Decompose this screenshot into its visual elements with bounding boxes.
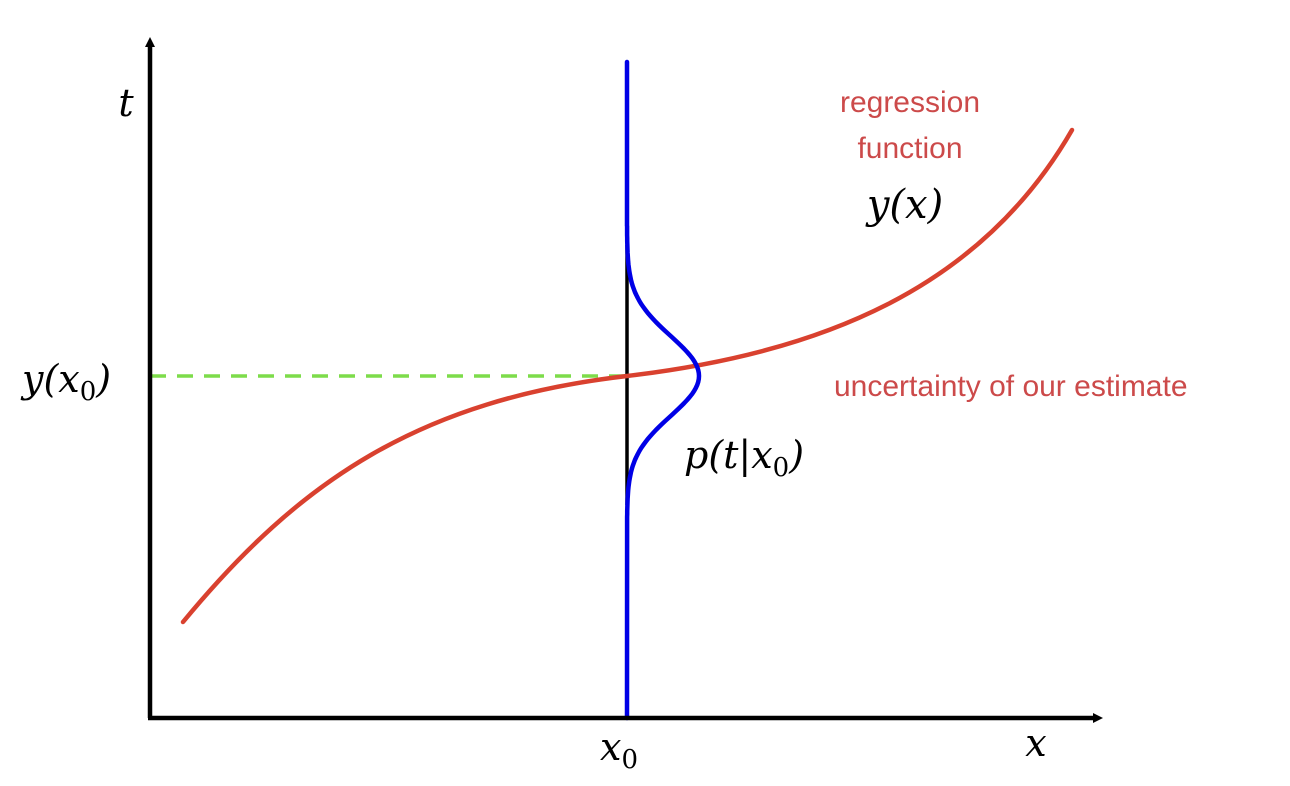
distribution-curve <box>624 59 702 721</box>
x0-tick-label: x0 <box>600 725 638 775</box>
y-x0-tick-label: y(x0) <box>20 357 111 407</box>
distribution-label: p(t|x0) <box>684 433 804 483</box>
x-axis-label: x <box>1025 721 1046 765</box>
y-axis-label: t <box>118 81 134 125</box>
regression-label-line1: regression <box>840 86 980 119</box>
uncertainty-annotation: uncertainty of our estimate <box>834 370 1188 403</box>
regression-curve <box>180 127 1075 625</box>
regression-symbol: y(x) <box>865 182 943 228</box>
regression-label-line2: function <box>857 132 962 165</box>
